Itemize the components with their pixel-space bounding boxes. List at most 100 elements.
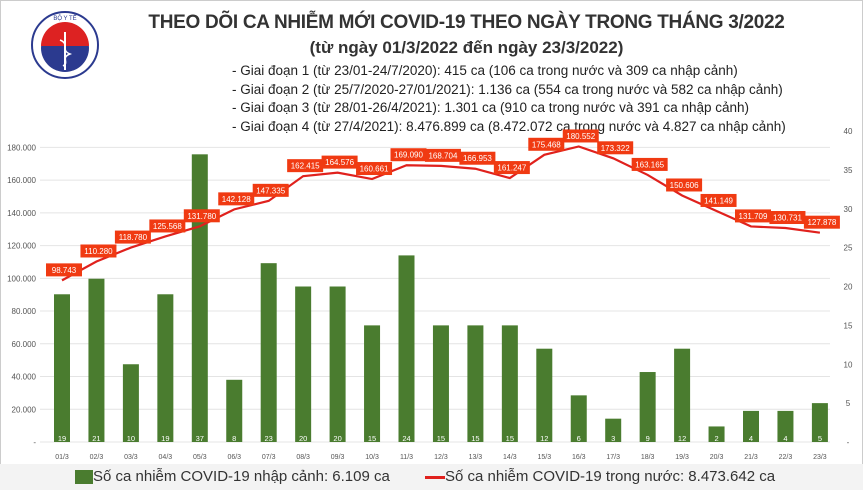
bar [605,418,622,442]
x-tick-label: 19/3 [675,454,689,461]
x-tick-label: 03/3 [124,454,138,461]
line-label-box [493,161,530,175]
line-data-label: 160.661 [360,165,389,174]
y-right-tick-label: 5 [846,399,851,408]
y-right-tick-label: 40 [844,127,853,136]
line-data-label: 168.704 [428,151,457,160]
line-data-label: 110.280 [84,247,113,256]
x-tick-label: 20/3 [710,454,724,461]
x-tick-label: 15/3 [537,454,551,461]
line-label-box [528,137,565,151]
x-tick-label: 21/3 [744,454,758,461]
line-data-label: 147.335 [256,186,285,195]
bar [122,364,139,442]
x-tick-label: 22/3 [779,454,793,461]
bar-label: 12 [678,434,686,443]
y-left-tick-label: 140.000 [7,209,36,218]
line-data-label: 131.709 [739,212,768,221]
phase-note: - Giai đoạn 3 (từ 28/01-26/4/2021): 1.30… [232,100,750,115]
bar [295,286,312,442]
x-tick-label: 11/3 [400,454,413,461]
y-left-tick-label: 80.000 [12,307,37,316]
y-left-tick-label: 100.000 [7,274,36,283]
bar-label: 4 [783,434,787,443]
line-label-box [218,192,255,206]
line-data-label: 125.568 [153,222,182,231]
bar [536,348,553,442]
legend-label: Số ca nhiễm COVID-19 nhập cảnh: 6.109 ca [93,468,390,485]
x-tick-label: 18/3 [641,454,655,461]
ministry-of-health-logo: BỘ Y TẾ [31,11,99,79]
y-left-tick-label: 60.000 [12,340,37,349]
bar [501,325,518,442]
bar [743,410,759,442]
line-data-label: 118.780 [119,233,148,242]
bar [708,426,725,442]
line-data-label: 127.878 [807,218,836,227]
y-right-tick-label: 25 [844,244,853,253]
bar [191,154,208,442]
bar [467,325,484,442]
legend-swatch-line [425,475,445,479]
line-label-box [390,148,427,162]
line-data-label: 180.552 [566,132,595,141]
bar-label: 15 [471,434,479,443]
bar-label: 20 [333,434,341,443]
bar-label: 23 [265,434,273,443]
y-right-tick-label: 10 [844,360,853,369]
chart-subtitle: (từ ngày 01/3/2022 đến ngày 23/3/2022) [309,38,624,57]
x-tick-label: 08/3 [296,454,310,461]
line-label-box [631,157,668,171]
line-data-label: 173.322 [601,144,630,153]
bar-label: 8 [232,434,236,443]
bar-label: 19 [58,434,66,443]
line-data-label: 142.128 [222,195,251,204]
y-right-tick-label: 35 [844,166,853,175]
bar-label: 20 [299,434,307,443]
bar-label: 15 [506,434,514,443]
bar [260,263,277,442]
line-data-label: 131.780 [187,212,216,221]
bar [432,325,449,442]
legend-label: Số ca nhiễm COVID-19 trong nước: 8.473.6… [445,468,776,485]
x-tick-label: 01/3 [55,454,69,461]
bar-label: 37 [196,434,204,443]
bar-label: 12 [540,434,548,443]
bar [777,410,794,442]
line-label-box [424,148,461,162]
phase-note: - Giai đoạn 2 (từ 25/7/2020-27/01/2021):… [232,81,783,97]
line-label-box [803,215,840,229]
line-label-box [769,211,806,225]
phase-note: - Giai đoạn 4 (từ 27/4/2021): 8.476.899 … [232,118,786,134]
x-tick-label: 12/3 [434,454,448,461]
line-label-box [287,159,324,173]
x-tick-label: 07/3 [262,454,276,461]
y-left-tick-label: 160.000 [7,176,36,185]
phase-note: - Giai đoạn 1 (từ 23/01-24/7/2020): 415 … [232,63,738,78]
legend-swatch-bar [75,470,93,485]
phase-notes: - Giai đoạn 1 (từ 23/01-24/7/2020): 415 … [232,62,786,136]
x-tick-label: 04/3 [159,454,173,461]
bar-label: 21 [92,434,100,443]
line-data-label: 169.090 [394,151,423,160]
y-right-tick-label: 20 [844,283,853,292]
line-label-box [562,129,599,143]
y-left-tick-label: 180.000 [7,143,36,152]
line-label-box [183,209,220,223]
svg-text:BỘ Y TẾ: BỘ Y TẾ [53,15,76,22]
line-label-box [321,155,358,169]
line-label-box [459,151,496,165]
line-label-box [114,230,151,244]
bar [364,325,381,442]
x-tick-label: 13/3 [469,454,483,461]
line-data-label: 175.468 [532,140,561,149]
bar [88,278,105,442]
line-data-label: 164.576 [325,158,354,167]
legend: Số ca nhiễm COVID-19 nhập cảnh: 6.109 ca… [0,464,863,490]
line-label-box [356,162,393,176]
y-right-tick-label: 30 [844,205,853,214]
line-data-label: 166.953 [463,154,492,163]
y-left-tick-label: 20.000 [12,405,37,414]
line-label-box [700,193,737,207]
line-label-box [666,178,703,192]
